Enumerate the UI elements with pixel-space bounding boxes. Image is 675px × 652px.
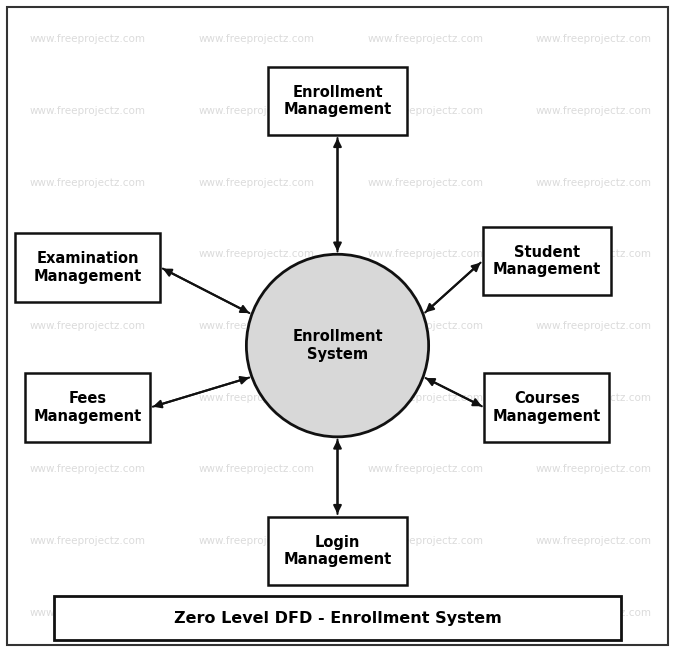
Text: www.freeprojectz.com: www.freeprojectz.com: [30, 321, 146, 331]
Text: www.freeprojectz.com: www.freeprojectz.com: [367, 464, 483, 475]
Text: www.freeprojectz.com: www.freeprojectz.com: [198, 106, 315, 116]
Text: www.freeprojectz.com: www.freeprojectz.com: [367, 608, 483, 618]
Text: www.freeprojectz.com: www.freeprojectz.com: [30, 393, 146, 403]
Text: www.freeprojectz.com: www.freeprojectz.com: [367, 34, 483, 44]
Text: www.freeprojectz.com: www.freeprojectz.com: [536, 536, 652, 546]
Text: www.freeprojectz.com: www.freeprojectz.com: [198, 393, 315, 403]
Text: Student
Management: Student Management: [493, 244, 601, 277]
Text: www.freeprojectz.com: www.freeprojectz.com: [198, 34, 315, 44]
Text: www.freeprojectz.com: www.freeprojectz.com: [198, 249, 315, 259]
Text: www.freeprojectz.com: www.freeprojectz.com: [30, 106, 146, 116]
Text: www.freeprojectz.com: www.freeprojectz.com: [30, 177, 146, 188]
Ellipse shape: [246, 254, 429, 437]
FancyBboxPatch shape: [268, 516, 406, 585]
Text: www.freeprojectz.com: www.freeprojectz.com: [30, 249, 146, 259]
FancyBboxPatch shape: [484, 373, 609, 442]
Text: www.freeprojectz.com: www.freeprojectz.com: [536, 177, 652, 188]
FancyBboxPatch shape: [268, 67, 406, 135]
Text: www.freeprojectz.com: www.freeprojectz.com: [536, 393, 652, 403]
Text: www.freeprojectz.com: www.freeprojectz.com: [367, 536, 483, 546]
Text: Enrollment
System: Enrollment System: [292, 329, 383, 362]
Text: www.freeprojectz.com: www.freeprojectz.com: [198, 536, 315, 546]
Text: Courses
Management: Courses Management: [493, 391, 601, 424]
Text: www.freeprojectz.com: www.freeprojectz.com: [536, 249, 652, 259]
FancyBboxPatch shape: [483, 226, 611, 295]
Text: www.freeprojectz.com: www.freeprojectz.com: [30, 536, 146, 546]
Text: www.freeprojectz.com: www.freeprojectz.com: [536, 464, 652, 475]
Text: www.freeprojectz.com: www.freeprojectz.com: [536, 106, 652, 116]
Text: www.freeprojectz.com: www.freeprojectz.com: [198, 177, 315, 188]
Text: www.freeprojectz.com: www.freeprojectz.com: [198, 608, 315, 618]
Text: www.freeprojectz.com: www.freeprojectz.com: [198, 321, 315, 331]
Text: www.freeprojectz.com: www.freeprojectz.com: [367, 393, 483, 403]
Text: www.freeprojectz.com: www.freeprojectz.com: [536, 34, 652, 44]
Text: www.freeprojectz.com: www.freeprojectz.com: [30, 608, 146, 618]
FancyBboxPatch shape: [16, 233, 161, 301]
Text: Login
Management: Login Management: [284, 535, 392, 567]
Text: www.freeprojectz.com: www.freeprojectz.com: [367, 177, 483, 188]
Text: www.freeprojectz.com: www.freeprojectz.com: [30, 464, 146, 475]
Text: Examination
Management: Examination Management: [34, 251, 142, 284]
Text: Enrollment
Management: Enrollment Management: [284, 85, 392, 117]
Text: Fees
Management: Fees Management: [34, 391, 142, 424]
Text: www.freeprojectz.com: www.freeprojectz.com: [536, 608, 652, 618]
Text: www.freeprojectz.com: www.freeprojectz.com: [367, 321, 483, 331]
Text: www.freeprojectz.com: www.freeprojectz.com: [30, 34, 146, 44]
FancyBboxPatch shape: [54, 596, 621, 640]
FancyBboxPatch shape: [26, 373, 150, 442]
Text: www.freeprojectz.com: www.freeprojectz.com: [536, 321, 652, 331]
Text: www.freeprojectz.com: www.freeprojectz.com: [198, 464, 315, 475]
Text: Zero Level DFD - Enrollment System: Zero Level DFD - Enrollment System: [173, 610, 502, 626]
Text: www.freeprojectz.com: www.freeprojectz.com: [367, 249, 483, 259]
Text: www.freeprojectz.com: www.freeprojectz.com: [367, 106, 483, 116]
